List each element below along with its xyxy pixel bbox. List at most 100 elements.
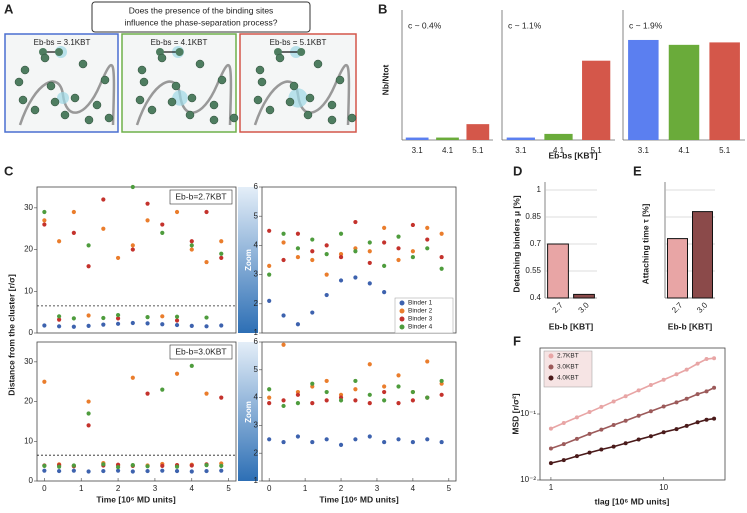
y-tick-label: 6 [254,182,259,191]
y-tick-label: 0.85 [525,212,541,221]
binder [327,100,337,110]
binder [347,113,357,123]
x-axis-label: Time [10⁶ MD units] [96,494,175,504]
x-tick-label: 5.1 [719,146,731,155]
x-tick-label: 3.1 [638,146,650,155]
binder [135,95,145,105]
y-tick-label: 0 [29,328,34,337]
binder [167,97,177,107]
data-point [338,252,344,257]
y-tick-label: 10 [24,286,33,295]
binder [265,105,275,115]
binder [139,77,149,87]
data-point [382,384,387,389]
binder [217,75,227,85]
data-point [324,243,329,248]
x-tick-label: 4 [411,484,416,493]
data-point [204,209,209,215]
x-tick-label: 3.1 [515,146,527,155]
bar [573,293,595,299]
data-point [281,257,286,263]
annotation: Eb-b=2.7KBT [175,191,226,201]
marker [574,454,579,459]
x-tick-label: 3.1 [412,146,424,155]
data-point [189,239,194,244]
binder [305,93,315,103]
question-line: influence the phase-separation process? [124,17,277,27]
x-axis-label: Eb-b [KBT] [668,321,713,331]
data-point [439,378,444,384]
panel-label: F [513,333,521,348]
y-tick-label: 4 [254,241,259,250]
data-point [295,231,301,236]
data-point [425,395,430,400]
data-point [410,439,415,445]
data-point [42,323,47,328]
binder [147,105,157,115]
bar [709,42,740,140]
data-point [367,249,372,254]
marker [684,396,689,401]
data-point [396,373,401,378]
data-point [42,463,47,469]
marker [712,385,717,390]
data-point [295,434,301,439]
legend-swatch [399,300,405,306]
data-point [410,398,415,403]
binder [253,95,263,105]
marker [587,410,592,415]
data-point [57,324,62,329]
y-tick-label: 6 [254,337,259,346]
x-tick-label: 3 [375,484,380,493]
data-point [160,468,165,473]
data-point [145,464,150,469]
data-point [174,318,180,323]
x-tick-label: 3.0 [695,300,710,315]
data-point [101,226,106,231]
data-point [71,463,76,468]
x-axis-label: Time [10⁶ MD units] [319,494,398,504]
x-tick-label: 2.7 [551,300,566,315]
bar [628,39,659,140]
data-point [145,315,150,320]
binder [175,48,184,56]
data-point [439,266,444,271]
x-tick-label: 5.1 [472,146,484,155]
polymer [135,63,233,126]
data-point [130,375,135,380]
data-point [189,463,194,468]
marker [599,404,604,409]
bar [436,137,459,140]
marker [611,444,616,449]
data-point [101,462,106,467]
y-tick-label: 2 [254,299,259,308]
x-tick-label: 2 [339,484,344,493]
binder [50,97,60,107]
bar [405,137,429,140]
y-tick-label: 20 [24,397,33,406]
data-point [338,278,344,283]
panel-label: D [513,163,522,178]
data-point [396,246,401,251]
y-tick-label: 0 [29,476,34,485]
data-point [281,439,286,445]
data-point [160,230,165,235]
annotation: c ~ 0.4% [408,20,442,30]
data-point [324,252,329,257]
marker [623,441,628,446]
y-axis-label: Nb/Ntot [380,64,390,95]
y-tick-label: 1 [254,328,259,337]
data-point [324,378,329,384]
data-point [189,247,194,252]
data-point [101,315,106,321]
data-point [310,310,315,315]
binder [185,110,195,120]
data-point [42,222,47,227]
zoom-wedge [238,342,258,481]
data-point [382,225,387,230]
bar [668,44,700,141]
data-point [324,437,329,442]
x-tick-label: 5.1 [591,146,603,155]
y-tick-label: 10 [24,436,33,445]
binder [229,113,239,123]
